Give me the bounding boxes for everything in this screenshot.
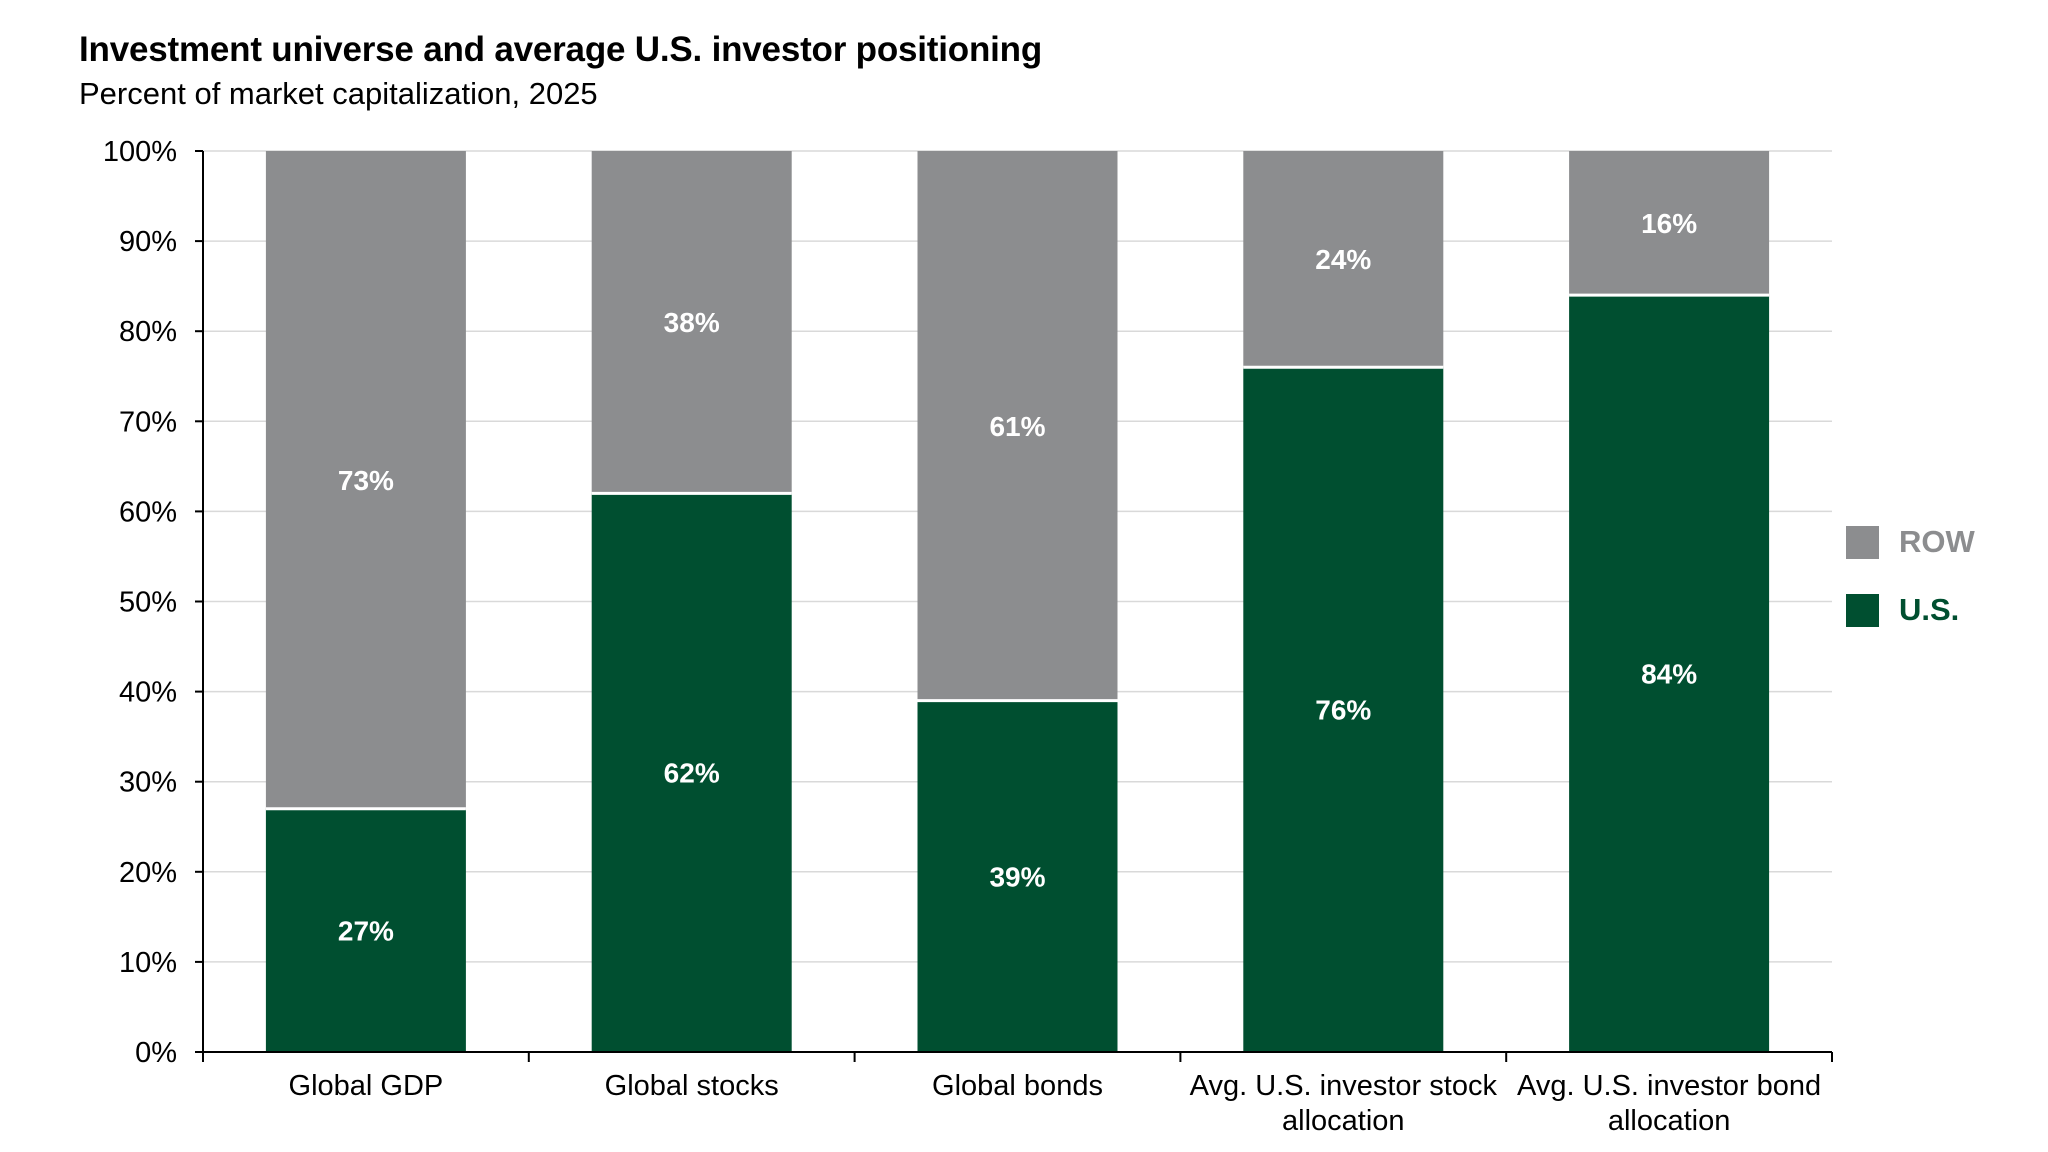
y-tick-label: 0% [135,1037,177,1069]
x-category-label: Global GDP [289,1070,444,1102]
y-tick-label: 50% [119,587,177,619]
data-label: 73% [338,465,394,496]
legend-label-row: ROW [1899,524,1975,559]
data-label: 38% [664,307,720,338]
bar-segment-us [1569,295,1770,1052]
y-tick-label: 40% [119,677,177,709]
y-tick-label: 20% [119,857,177,889]
y-tick-label: 80% [119,316,177,348]
data-label: 24% [1315,244,1371,275]
x-category-label: Global stocks [605,1070,779,1102]
data-label: 27% [338,915,394,946]
legend-swatch-us [1846,593,1879,627]
legend-swatch-row [1846,525,1879,559]
y-tick-label: 70% [119,406,177,438]
bar-segment-us [591,493,792,1052]
y-tick-label: 10% [119,947,177,979]
bar-segment-row [265,151,466,809]
data-label: 84% [1641,659,1697,690]
y-tick-label: 30% [119,767,177,799]
data-label: 61% [989,411,1045,442]
x-category-label: allocation [1608,1105,1731,1137]
x-category-label: Avg. U.S. investor bond [1517,1070,1821,1102]
chart-subtitle: Percent of market capitalization, 2025 [79,76,598,111]
bar-segment-us [1243,367,1444,1052]
bar-segment-row [917,151,1118,701]
y-tick-label: 100% [103,136,177,168]
legend-label-us: U.S. [1899,592,1960,627]
data-label: 39% [989,861,1045,892]
x-category-label: Avg. U.S. investor stock [1190,1070,1498,1102]
legend-item-row: ROW [1846,524,1975,559]
bar-segment-row [1243,151,1444,368]
data-label: 62% [664,758,720,789]
legend: ROW U.S. [1846,524,1975,661]
chart-title: Investment universe and average U.S. inv… [79,30,1043,69]
y-tick-label: 60% [119,496,177,528]
x-category-label: Global bonds [932,1070,1103,1102]
bar-segment-row [1569,151,1770,296]
data-label: 16% [1641,208,1697,239]
bar-segment-us [265,808,466,1052]
bar-segment-row [591,151,792,494]
x-category-label: allocation [1282,1105,1405,1137]
y-tick-label: 90% [119,226,177,258]
bar-segment-us [917,700,1118,1052]
legend-item-us: U.S. [1846,592,1975,627]
data-label: 76% [1315,695,1371,726]
